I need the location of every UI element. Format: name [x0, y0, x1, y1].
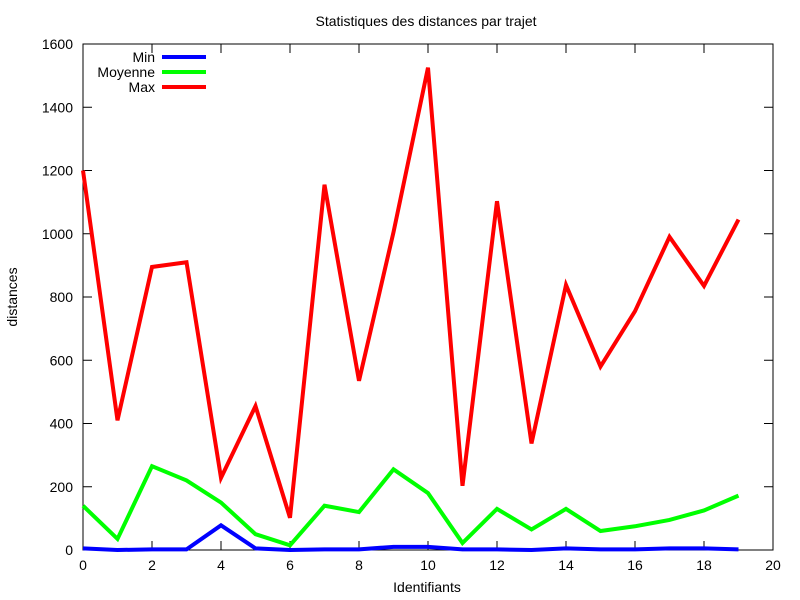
y-tick-label: 600 [50, 352, 74, 368]
y-tick-label: 0 [65, 542, 73, 558]
x-tick-label: 0 [79, 557, 87, 573]
axes: 0 2 4 6 8 10 12 14 16 18 2002004006008001000120014… [42, 36, 781, 573]
y-tick-label: 200 [50, 479, 74, 495]
series-line-min [82, 522, 739, 553]
y-axis-label: distances [4, 267, 20, 326]
legend-label-min: Min [132, 49, 155, 65]
legend-label-moyenne: Moyenne [97, 64, 155, 80]
x-tick-label: 18 [696, 557, 712, 573]
y-tick-label: 400 [50, 416, 74, 432]
chart-title: Statistiques des distances par trajet [315, 13, 536, 29]
x-tick-label: 6 [286, 557, 294, 573]
plot-frame [82, 43, 774, 551]
x-tick-label: 14 [558, 557, 574, 573]
series-lines [81, 67, 741, 553]
x-tick-label: 16 [627, 557, 643, 573]
x-tick-label: 8 [355, 557, 363, 573]
y-tick-label: 800 [50, 289, 74, 305]
y-tick-label: 1200 [42, 163, 73, 179]
series-line-max [81, 67, 741, 519]
series-line-moyenne [81, 463, 740, 548]
x-tick-label: 10 [420, 557, 436, 573]
y-tick-label: 1600 [42, 36, 73, 52]
x-tick-label: 2 [148, 557, 156, 573]
y-tick-label: 1400 [42, 99, 73, 115]
y-tick-label: 1000 [42, 226, 73, 242]
x-tick-label: 4 [217, 557, 225, 573]
x-axis-label: Identifiants [393, 579, 461, 595]
legend-label-max: Max [129, 79, 155, 95]
x-tick-label: 20 [765, 557, 781, 573]
x-tick-label: 12 [489, 557, 505, 573]
